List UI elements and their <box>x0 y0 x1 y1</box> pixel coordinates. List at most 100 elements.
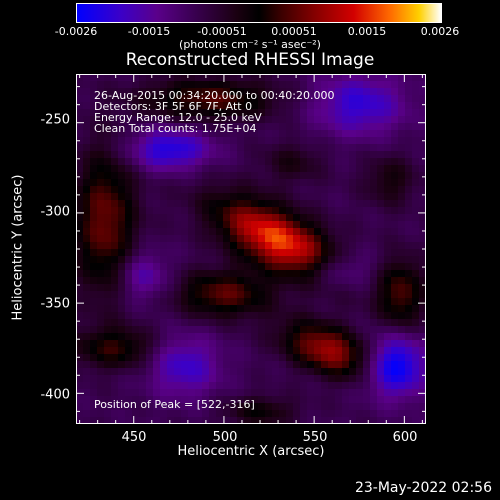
heatmap-cell <box>377 207 385 215</box>
heatmap-cell <box>97 193 105 201</box>
heatmap-cell <box>377 410 385 418</box>
heatmap-cell <box>216 298 224 306</box>
heatmap-cell <box>139 95 147 103</box>
heatmap-cell <box>293 410 301 418</box>
heatmap-cell <box>335 396 343 404</box>
heatmap-cell <box>223 333 231 341</box>
heatmap-cell <box>97 88 105 96</box>
heatmap-cell <box>335 333 343 341</box>
heatmap-cell <box>370 326 378 334</box>
heatmap-cell <box>384 410 392 418</box>
heatmap-cell <box>349 193 357 201</box>
heatmap-cell <box>118 74 126 82</box>
heatmap-cell <box>230 263 238 271</box>
heatmap-cell <box>265 347 273 355</box>
heatmap-cell <box>307 179 315 187</box>
heatmap-cell <box>363 81 371 89</box>
heatmap-cell <box>398 242 406 250</box>
heatmap-cell <box>356 410 364 418</box>
heatmap-cell <box>223 319 231 327</box>
heatmap-cell <box>97 305 105 313</box>
heatmap-cell <box>188 256 196 264</box>
heatmap-cell <box>76 88 84 96</box>
heatmap-cell <box>153 263 161 271</box>
heatmap-cell <box>181 403 189 411</box>
heatmap-cell <box>132 326 140 334</box>
heatmap-cell <box>391 214 399 222</box>
colorbar-tick-label: 0.0026 <box>420 25 460 38</box>
heatmap-cell <box>300 389 308 397</box>
heatmap-cell <box>174 333 182 341</box>
heatmap-cell <box>104 186 112 194</box>
heatmap-cell <box>300 81 308 89</box>
heatmap-cell <box>195 263 203 271</box>
heatmap-cell <box>251 221 259 229</box>
heatmap-cell <box>328 95 336 103</box>
heatmap-cell <box>237 354 245 362</box>
heatmap-cell <box>76 270 84 278</box>
heatmap-cell <box>251 263 259 271</box>
heatmap-cell <box>83 375 91 383</box>
heatmap-cell <box>307 186 315 194</box>
heatmap-cell <box>160 368 168 376</box>
heatmap-cell <box>307 228 315 236</box>
heatmap-cell <box>104 319 112 327</box>
heatmap-cell <box>363 396 371 404</box>
heatmap-cell <box>244 137 252 145</box>
heatmap-cell <box>230 179 238 187</box>
heatmap-cell <box>76 333 84 341</box>
heatmap-cell <box>300 165 308 173</box>
heatmap-cell <box>356 74 364 82</box>
heatmap-cell <box>251 361 259 369</box>
heatmap-cell <box>265 165 273 173</box>
heatmap-cell <box>398 361 406 369</box>
heatmap-cell <box>167 200 175 208</box>
heatmap-cell <box>111 417 119 424</box>
heatmap-cell <box>111 403 119 411</box>
heatmap-cell <box>125 151 133 159</box>
heatmap-cell <box>251 186 259 194</box>
heatmap-cell <box>83 221 91 229</box>
heatmap-cell <box>244 214 252 222</box>
heatmap-cell <box>405 312 413 320</box>
heatmap-cell <box>349 151 357 159</box>
heatmap-cell <box>160 410 168 418</box>
heatmap-cell <box>104 410 112 418</box>
heatmap-cell <box>132 74 140 82</box>
heatmap-cell <box>265 263 273 271</box>
heatmap-cell <box>356 298 364 306</box>
heatmap-cell <box>314 263 322 271</box>
heatmap-cell <box>97 102 105 110</box>
heatmap-cell <box>97 74 105 82</box>
heatmap-cell <box>104 361 112 369</box>
heatmap-cell <box>314 256 322 264</box>
heatmap-cell <box>188 235 196 243</box>
heatmap-cell <box>272 144 280 152</box>
heatmap-cell <box>356 137 364 145</box>
heatmap-cell <box>398 354 406 362</box>
heatmap-cell <box>286 228 294 236</box>
heatmap-cell <box>293 284 301 292</box>
heatmap-cell <box>356 382 364 390</box>
heatmap-cell <box>181 312 189 320</box>
heatmap-cell <box>223 277 231 285</box>
heatmap-cell <box>265 417 273 424</box>
heatmap-cell <box>188 207 196 215</box>
heatmap-cell <box>251 228 259 236</box>
heatmap-cell <box>132 284 140 292</box>
heatmap-cell <box>76 319 84 327</box>
heatmap-cell <box>356 88 364 96</box>
heatmap-cell <box>405 123 413 131</box>
heatmap-cell <box>125 123 133 131</box>
heatmap-cell <box>118 186 126 194</box>
heatmap-cell <box>146 417 154 424</box>
heatmap-cell <box>363 165 371 173</box>
heatmap-cell <box>314 81 322 89</box>
heatmap-cell <box>321 242 329 250</box>
heatmap-cell <box>181 284 189 292</box>
heatmap-cell <box>97 284 105 292</box>
heatmap-cell <box>398 389 406 397</box>
heatmap-cell <box>90 151 98 159</box>
heatmap-cell <box>293 375 301 383</box>
heatmap-cell <box>223 214 231 222</box>
